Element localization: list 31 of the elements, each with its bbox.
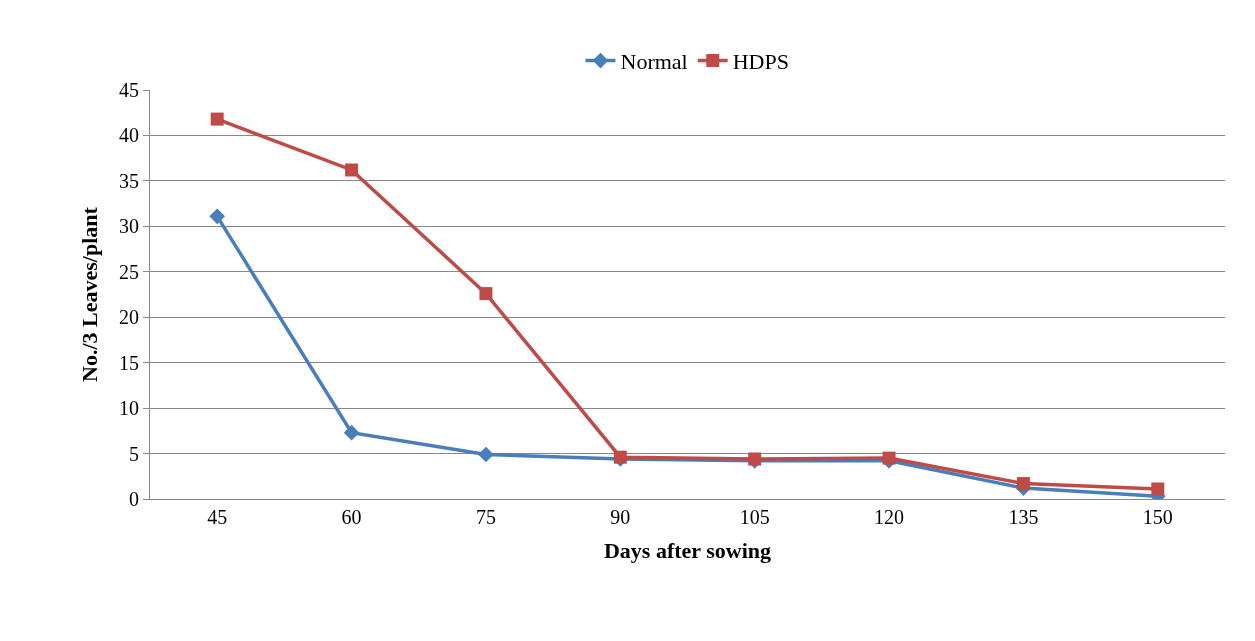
x-tick-label: 150: [1142, 506, 1173, 528]
point: [479, 287, 493, 301]
point: [210, 112, 224, 126]
legend-label: Normal: [620, 49, 688, 75]
y-tick-label: 20: [119, 306, 139, 329]
y-tick-label: 5: [129, 442, 139, 465]
x-tick-label: 75: [475, 506, 496, 528]
x-tick-label: 60: [341, 506, 362, 528]
y-tick-label: 35: [119, 169, 139, 192]
y-tick-label: 40: [119, 124, 139, 147]
y-tick-label: 30: [119, 215, 139, 238]
y-tick-label: 10: [119, 397, 139, 420]
x-tick-label: 90: [610, 506, 631, 528]
point: [882, 451, 896, 465]
y-tick-label: 25: [119, 260, 139, 283]
point: [209, 208, 225, 225]
point: [345, 163, 359, 177]
point: [343, 424, 360, 441]
x-axis-title: Days after sowing: [603, 537, 772, 563]
y-axis-title: No./3 Leaves/plant: [76, 206, 102, 382]
x-tick-label: 105: [739, 506, 770, 528]
y-tick-label: 0: [129, 488, 139, 510]
point: [478, 446, 494, 463]
point: [1151, 482, 1165, 496]
point: [1016, 477, 1030, 491]
y-tick-label: 45: [119, 79, 139, 101]
x-tick-label: 120: [874, 506, 905, 528]
x-tick-label: 45: [207, 506, 228, 528]
x-tick-label: 135: [1008, 506, 1039, 528]
legend-label: HDPS: [732, 49, 789, 75]
y-tick-label: 15: [119, 351, 139, 374]
